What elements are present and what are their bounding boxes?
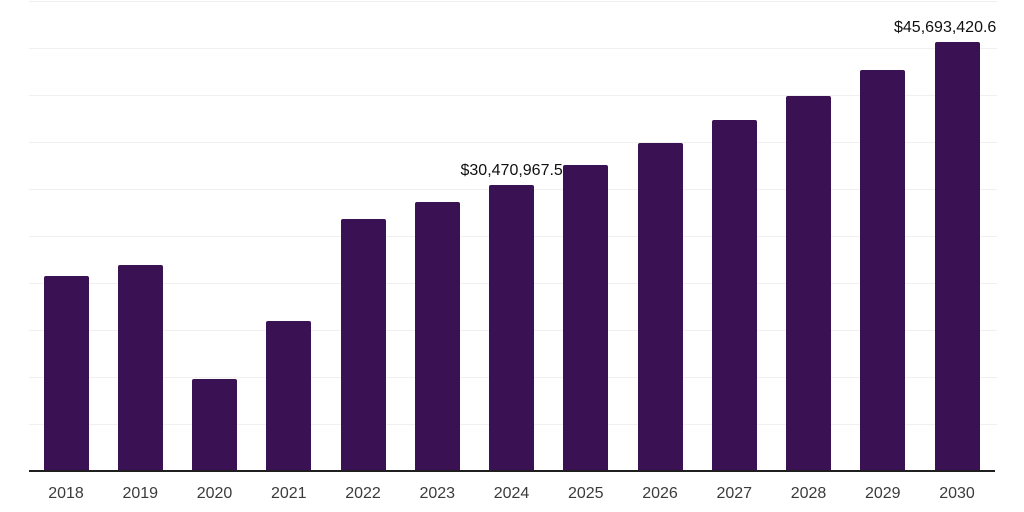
x-tick-2029: 2029	[864, 485, 901, 502]
bar-2021	[266, 320, 312, 470]
bar-2023	[414, 202, 460, 470]
x-tick-2019: 2019	[122, 485, 159, 502]
x-tick-2020: 2020	[196, 485, 233, 502]
bar-2026	[637, 142, 683, 470]
value-label-2024: $30,470,967.5	[460, 161, 563, 179]
bar-2025	[563, 164, 609, 470]
bar-2030	[934, 41, 980, 470]
gridline	[29, 142, 997, 143]
bar-2024	[489, 184, 534, 470]
gridline	[29, 1, 997, 2]
x-tick-2022: 2022	[345, 485, 381, 502]
gridline	[29, 48, 997, 49]
bar-2019	[117, 265, 163, 470]
x-tick-2021: 2021	[270, 485, 307, 502]
x-tick-2018: 2018	[48, 485, 84, 502]
x-tick-2027: 2027	[716, 485, 753, 502]
x-axis-line	[29, 470, 995, 472]
bar-2028	[786, 95, 831, 470]
x-tick-2024: 2024	[493, 485, 530, 502]
bar-2020	[192, 378, 237, 470]
x-tick-2030: 2030	[939, 485, 975, 502]
gridline	[29, 95, 997, 96]
x-tick-2028: 2028	[790, 485, 827, 502]
x-tick-2023: 2023	[419, 485, 456, 502]
bar-2027	[711, 120, 757, 470]
value-label-2030: $45,693,420.6	[894, 18, 997, 36]
x-tick-2025: 2025	[567, 485, 604, 502]
x-tick-2026: 2026	[642, 485, 678, 502]
bar-2029	[860, 69, 906, 470]
bar-2018	[43, 276, 89, 470]
bar-2022	[340, 219, 386, 470]
